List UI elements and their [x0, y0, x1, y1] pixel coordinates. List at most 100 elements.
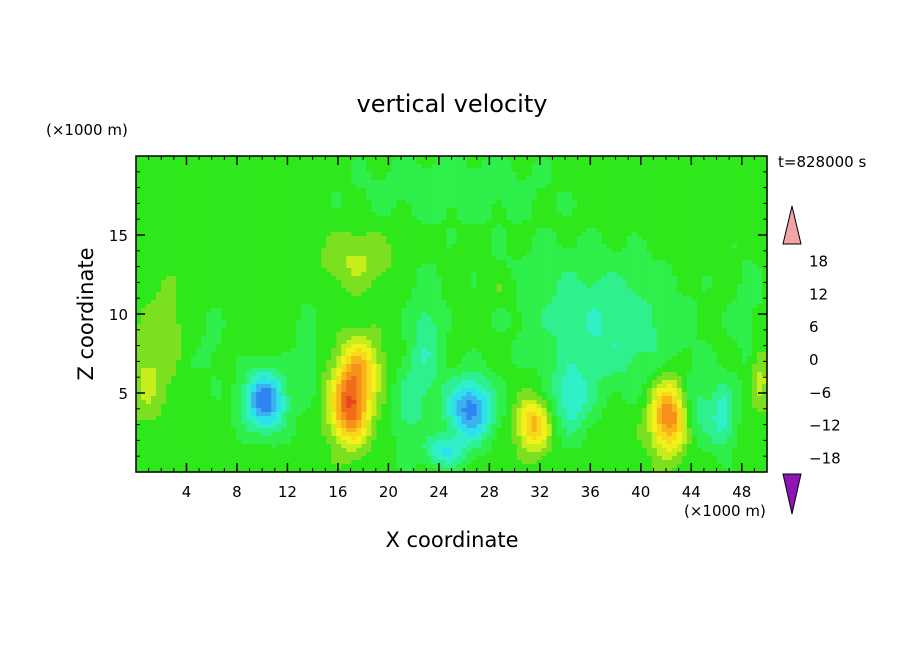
field-cell [471, 288, 478, 293]
field-cell [606, 224, 613, 229]
field-cell [161, 228, 167, 233]
field-cell [701, 180, 708, 185]
field-cell [236, 172, 242, 177]
field-cell [296, 160, 302, 165]
field-cell [141, 164, 147, 169]
field-cell [506, 260, 513, 265]
field-cell [351, 224, 357, 229]
field-cell [496, 236, 503, 241]
field-cell [696, 204, 703, 209]
field-cell [301, 204, 307, 209]
field-cell [626, 248, 633, 253]
field-cell [516, 228, 523, 233]
field-cell [621, 240, 628, 245]
field-cell [161, 308, 167, 313]
field-cell [221, 272, 227, 277]
field-cell [146, 204, 152, 209]
field-cell [221, 160, 227, 165]
field-cell [371, 184, 377, 189]
field-cell [651, 304, 658, 309]
field-cell [156, 276, 162, 281]
field-cell [316, 212, 322, 217]
field-cell [681, 180, 688, 185]
field-cell [441, 156, 448, 161]
field-cell [311, 276, 317, 281]
field-cell [741, 308, 748, 313]
field-cell [376, 232, 382, 237]
field-cell [136, 192, 142, 197]
field-cell [536, 188, 543, 193]
field-cell [411, 296, 418, 301]
field-cell [471, 300, 478, 305]
field-cell [301, 228, 307, 233]
field-cell [211, 184, 217, 189]
field-cell [301, 240, 307, 245]
field-cell [416, 292, 423, 297]
field-cell [686, 288, 693, 293]
field-cell [396, 160, 403, 165]
field-cell [666, 300, 673, 305]
field-cell [291, 228, 297, 233]
field-cell [436, 264, 443, 269]
field-cell [651, 188, 658, 193]
field-cell [146, 176, 152, 181]
field-cell [416, 216, 423, 221]
field-cell [371, 196, 377, 201]
field-cell [486, 264, 493, 269]
field-cell [481, 252, 488, 257]
field-cell [391, 276, 398, 281]
field-cell [416, 156, 423, 161]
field-cell [711, 248, 718, 253]
field-cell [336, 228, 342, 233]
field-cell [691, 176, 698, 181]
field-cell [276, 252, 282, 257]
field-cell [286, 240, 292, 245]
field-cell [181, 232, 187, 237]
field-cell [731, 164, 738, 169]
field-cell [281, 176, 287, 181]
field-cell [311, 172, 317, 177]
field-cell [391, 256, 398, 261]
field-cell [181, 244, 187, 249]
field-cell [501, 204, 508, 209]
field-cell [506, 204, 513, 209]
field-cell [666, 280, 673, 285]
field-cell [321, 288, 327, 293]
field-cell [271, 264, 277, 269]
field-cell [501, 256, 508, 261]
field-cell [701, 196, 708, 201]
field-cell [441, 240, 448, 245]
field-cell [536, 236, 543, 241]
field-cell [471, 204, 478, 209]
field-cell [466, 308, 473, 313]
field-cell [716, 216, 723, 221]
field-cell [756, 192, 763, 197]
field-cell [726, 268, 733, 273]
field-cell [441, 308, 448, 313]
field-cell [296, 188, 302, 193]
field-cell [211, 260, 217, 265]
field-cell [371, 288, 377, 293]
field-cell [276, 172, 282, 177]
field-cell [671, 256, 678, 261]
field-cell [641, 236, 648, 241]
field-cell [496, 296, 503, 301]
field-cell [366, 208, 372, 213]
field-cell [621, 180, 628, 185]
field-cell [286, 288, 292, 293]
field-cell [401, 168, 408, 173]
field-cell [206, 300, 212, 305]
field-cell [341, 180, 347, 185]
field-cell [541, 280, 548, 285]
field-cell [676, 192, 683, 197]
field-cell [416, 196, 423, 201]
field-cell [696, 304, 703, 309]
field-cell [281, 216, 287, 221]
field-cell [291, 272, 297, 277]
field-cell [531, 280, 538, 285]
field-cell [611, 236, 618, 241]
field-cell [476, 216, 483, 221]
field-cell [306, 240, 312, 245]
field-cell [636, 192, 643, 197]
field-cell [561, 168, 568, 173]
